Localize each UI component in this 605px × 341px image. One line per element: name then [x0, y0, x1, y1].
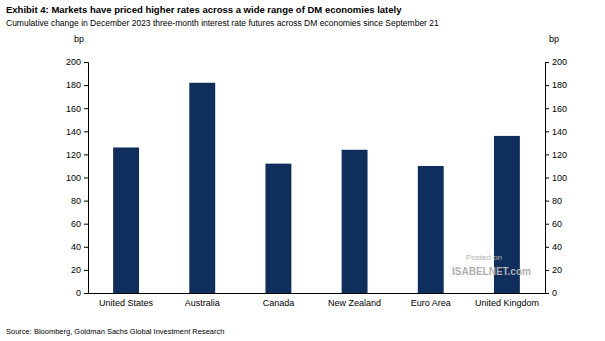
tick-label: 160 [66, 104, 81, 114]
tick-label: 20 [552, 265, 562, 275]
axis-line [84, 63, 89, 294]
tick: 80 [71, 196, 88, 206]
tick-label: 60 [552, 219, 562, 229]
tick-label: 160 [552, 104, 567, 114]
tick: 120 [545, 150, 567, 160]
tick: 80 [545, 196, 562, 206]
tick: 180 [545, 80, 567, 90]
tick: 180 [66, 80, 88, 90]
tick: 160 [545, 104, 567, 114]
axis-title: bp [74, 34, 84, 44]
tick-label: 100 [66, 173, 81, 183]
bar [189, 83, 215, 293]
tick-mark [84, 224, 88, 225]
tick-label: 60 [71, 219, 81, 229]
bar [342, 150, 368, 293]
tick-label: 200 [552, 57, 567, 67]
tick: 60 [545, 219, 562, 229]
tick-label: 40 [71, 242, 81, 252]
bar [265, 164, 291, 293]
title: Exhibit 4: Markets have priced higher ra… [6, 4, 402, 15]
tick-label: 40 [552, 242, 562, 252]
tick: 140 [66, 127, 88, 137]
tick: 100 [545, 173, 567, 183]
tick-label: New Zealand [328, 298, 381, 308]
tick: 40 [71, 242, 88, 252]
y-axis: 0 20 40 60 80 100 120 140 160 180 200 [66, 57, 89, 298]
tick: 160 [66, 104, 88, 114]
watermark: Posted on [466, 253, 502, 262]
watermark: ISABELNET.com [452, 266, 531, 277]
tick: 20 [71, 265, 88, 275]
tick: Australia [185, 293, 220, 308]
source: Source: Bloomberg, Goldman Sachs Global … [6, 327, 224, 336]
tick-label: Australia [185, 298, 220, 308]
tick-label: 100 [552, 173, 567, 183]
x-axis: United States Australia Canada New Zealand E… [89, 293, 546, 308]
tick-mark [545, 108, 549, 109]
tick: New Zealand [328, 293, 381, 308]
tick-mark [545, 224, 549, 225]
tick-mark [84, 131, 88, 132]
tick-mark [84, 154, 88, 155]
tick-mark [84, 270, 88, 271]
tick-mark [545, 154, 549, 155]
tick-mark [545, 62, 549, 63]
tick-mark [84, 108, 88, 109]
tick: 0 [76, 288, 88, 298]
tick-label: Canada [263, 298, 295, 308]
tick-mark [545, 85, 549, 86]
tick-mark [545, 270, 549, 271]
plot: 0 20 40 60 80 100 120 140 160 180 200 0 20 40 60 80 100 1… [66, 34, 567, 308]
tick-mark [545, 131, 549, 132]
axis-title: bp [549, 34, 559, 44]
tick-label: 140 [66, 127, 81, 137]
tick: 200 [545, 57, 567, 67]
tick: 20 [545, 265, 562, 275]
tick: 120 [66, 150, 88, 160]
tick: United States [99, 293, 154, 308]
tick-mark [84, 293, 88, 294]
tick-mark [545, 178, 549, 179]
tick-mark [84, 247, 88, 248]
tick-label: 180 [66, 80, 81, 90]
tick-mark [84, 178, 88, 179]
tick-label: 0 [552, 288, 557, 298]
tick-mark [84, 62, 88, 63]
tick-mark [84, 201, 88, 202]
tick: 60 [71, 219, 88, 229]
tick-label: 180 [552, 80, 567, 90]
tick-label: United Kingdom [475, 298, 539, 308]
tick: Euro Area [411, 293, 451, 308]
tick-label: Euro Area [411, 298, 451, 308]
tick: 0 [545, 288, 557, 298]
bar [113, 147, 139, 293]
subtitle: Cumulative change in December 2023 three… [6, 18, 439, 28]
bar [418, 166, 444, 293]
tick-mark [545, 293, 549, 294]
bars [113, 83, 520, 293]
tick: 140 [545, 127, 567, 137]
tick: 200 [66, 57, 88, 67]
tick-mark [545, 201, 549, 202]
tick-label: 120 [66, 150, 81, 160]
tick: United Kingdom [475, 293, 539, 308]
y-axis-right: 0 20 40 60 80 100 120 140 160 180 200 [545, 57, 567, 298]
tick-label: 80 [71, 196, 81, 206]
tick-label: 80 [552, 196, 562, 206]
tick-label: 120 [552, 150, 567, 160]
tick-mark [84, 85, 88, 86]
axis-line [546, 63, 550, 294]
tick-label: 140 [552, 127, 567, 137]
tick: Canada [263, 293, 295, 308]
tick-label: 0 [76, 288, 81, 298]
tick: 100 [66, 173, 88, 183]
tick-label: 20 [71, 265, 81, 275]
tick-label: United States [99, 298, 154, 308]
tick-mark [545, 247, 549, 248]
tick-label: 200 [66, 57, 81, 67]
axis-line [89, 293, 546, 294]
tick: 40 [545, 242, 562, 252]
chart: Exhibit 4: Markets have priced higher ra… [0, 0, 605, 341]
